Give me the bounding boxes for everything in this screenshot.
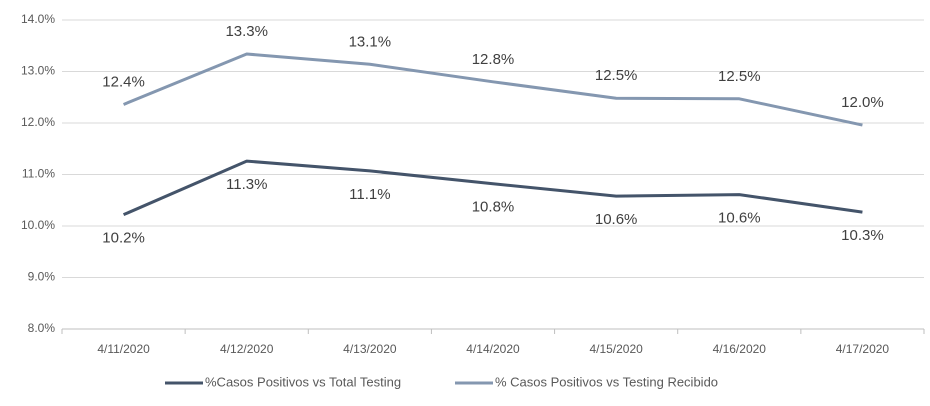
data-label: 12.4% bbox=[102, 73, 145, 90]
data-label: 10.8% bbox=[472, 199, 515, 216]
x-tick-label: 4/14/2020 bbox=[466, 342, 520, 356]
x-tick-label: 4/13/2020 bbox=[343, 342, 397, 356]
y-tick-label: 9.0% bbox=[28, 270, 56, 284]
legend-label: %Casos Positivos vs Total Testing bbox=[205, 374, 401, 389]
x-tick-label: 4/11/2020 bbox=[97, 342, 150, 356]
data-label: 13.1% bbox=[349, 33, 392, 50]
data-label: 11.3% bbox=[226, 176, 267, 193]
y-tick-label: 10.0% bbox=[21, 218, 55, 232]
data-label: 12.0% bbox=[841, 94, 884, 111]
data-label: 13.3% bbox=[225, 23, 268, 40]
data-label: 12.8% bbox=[472, 51, 515, 68]
y-tick-label: 13.0% bbox=[21, 64, 55, 78]
data-label: 10.2% bbox=[102, 230, 145, 247]
x-tick-label: 4/16/2020 bbox=[713, 342, 767, 356]
y-tick-label: 8.0% bbox=[28, 321, 56, 335]
y-tick-label: 11.0% bbox=[22, 167, 55, 181]
x-tick-label: 4/17/2020 bbox=[836, 342, 890, 356]
data-label: 10.6% bbox=[595, 211, 638, 228]
data-label: 12.5% bbox=[718, 68, 761, 85]
series-line bbox=[123, 52, 863, 127]
data-label: 10.6% bbox=[718, 210, 761, 227]
data-label: 12.5% bbox=[595, 67, 638, 84]
y-tick-label: 12.0% bbox=[21, 115, 55, 129]
legend-label: % Casos Positivos vs Testing Recibido bbox=[495, 374, 718, 389]
x-tick-label: 4/12/2020 bbox=[220, 342, 274, 356]
data-label: 11.1% bbox=[349, 186, 390, 203]
x-tick-label: 4/15/2020 bbox=[589, 342, 643, 356]
series-line bbox=[122, 159, 863, 217]
y-tick-label: 14.0% bbox=[21, 12, 55, 26]
data-label: 10.3% bbox=[841, 227, 884, 244]
